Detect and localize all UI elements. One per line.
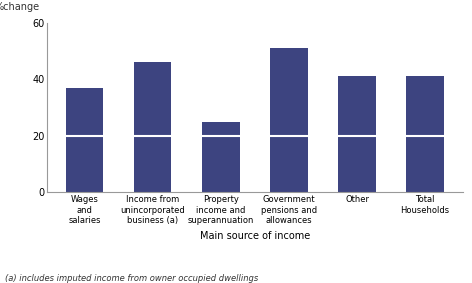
- Bar: [202, 122, 240, 136]
- Bar: [66, 88, 103, 136]
- Bar: [338, 136, 376, 192]
- Text: %change: %change: [0, 1, 40, 12]
- Bar: [134, 62, 171, 136]
- Bar: [270, 48, 308, 136]
- Bar: [406, 136, 444, 192]
- X-axis label: Main source of income: Main source of income: [200, 231, 310, 241]
- Bar: [202, 136, 240, 192]
- Bar: [406, 76, 444, 136]
- Bar: [338, 76, 376, 136]
- Text: (a) includes imputed income from owner occupied dwellings: (a) includes imputed income from owner o…: [5, 274, 258, 283]
- Bar: [66, 136, 103, 192]
- Bar: [270, 136, 308, 192]
- Bar: [134, 136, 171, 192]
